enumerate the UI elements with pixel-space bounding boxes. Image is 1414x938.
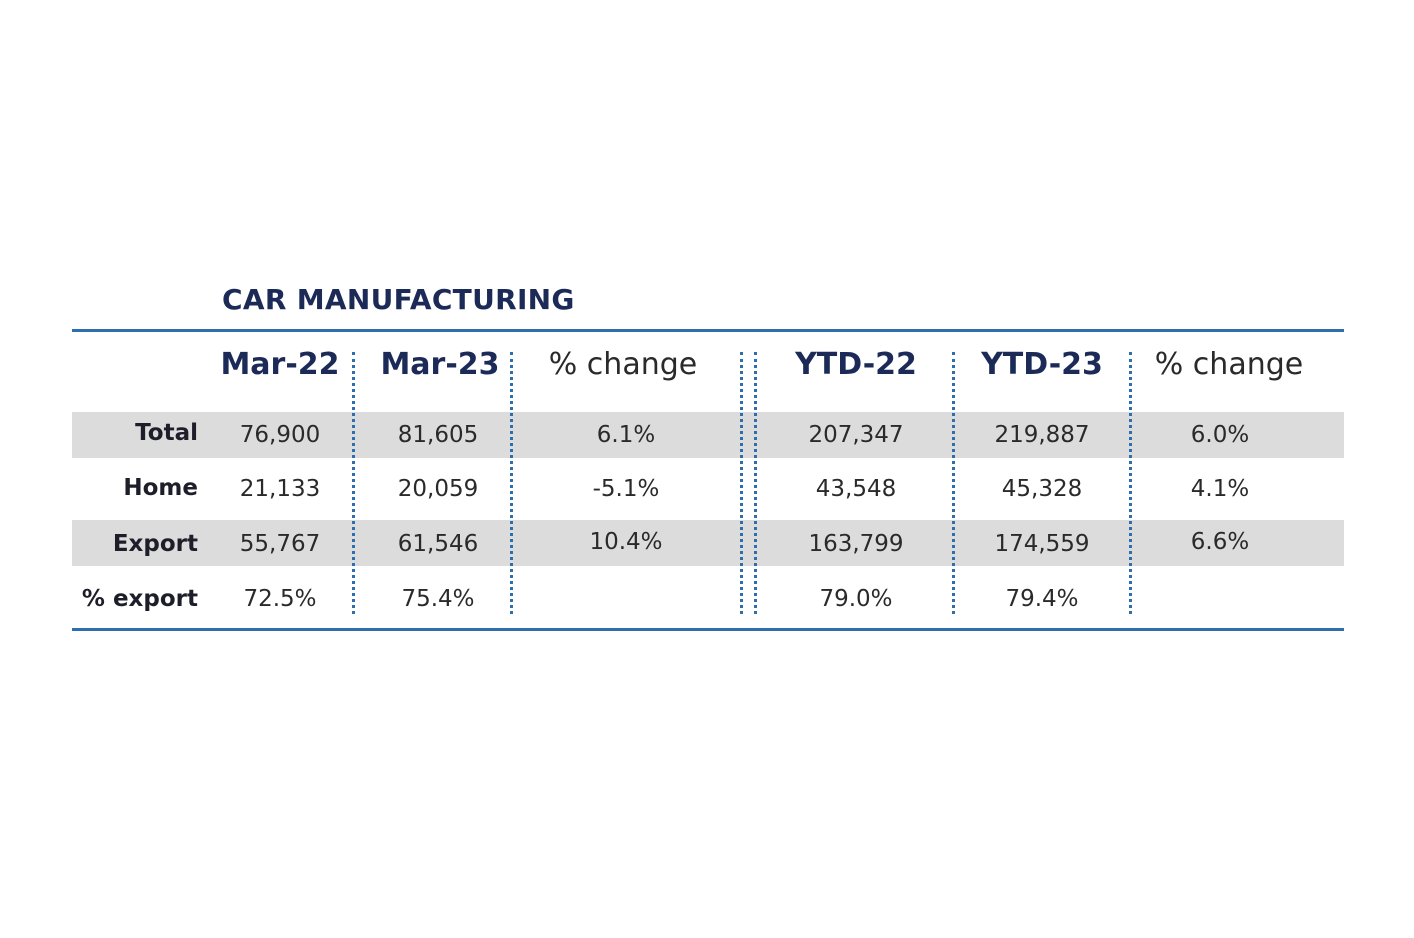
table-cell: 81,605	[397, 422, 479, 448]
bottom-rule	[72, 628, 1344, 631]
row-label-pct-export: % export	[81, 586, 198, 612]
header-mar-22: Mar-22	[220, 347, 340, 382]
header-ytd-22: YTD-22	[795, 347, 917, 382]
table-title: CAR MANUFACTURING	[222, 283, 575, 316]
table-cell: -5.1%	[592, 476, 660, 502]
section-separator-right	[754, 352, 757, 614]
table-cell: 21,133	[239, 476, 321, 502]
header-mar-23: Mar-23	[380, 347, 500, 382]
column-separator	[952, 352, 955, 614]
table-cell: 79.0%	[819, 586, 893, 612]
table-cell: 163,799	[808, 531, 904, 557]
table-cell: 6.0%	[1190, 422, 1250, 448]
header-pct-change-ytd: % change	[1154, 347, 1304, 382]
table-cell: 75.4%	[401, 586, 475, 612]
section-separator-left	[740, 352, 743, 614]
table-cell: 76,900	[239, 422, 321, 448]
table-cell: 6.6%	[1190, 529, 1250, 555]
table-cell: 6.1%	[596, 422, 656, 448]
column-separator	[510, 352, 513, 614]
top-rule	[72, 329, 1344, 332]
table-cell	[566, 576, 686, 622]
table-cell: 219,887	[994, 422, 1090, 448]
row-band-total	[72, 412, 1344, 458]
table-cell: 174,559	[994, 531, 1090, 557]
table-cell	[1160, 576, 1280, 622]
table-cell: 61,546	[397, 531, 479, 557]
column-separator	[1129, 352, 1132, 614]
table-cell: 20,059	[397, 476, 479, 502]
row-label-export: Export	[112, 531, 198, 557]
table-cell: 207,347	[808, 422, 904, 448]
row-band-export	[72, 520, 1344, 566]
header-ytd-23: YTD-23	[981, 347, 1103, 382]
row-label-home: Home	[123, 475, 198, 501]
column-separator	[352, 352, 355, 614]
table-cell: 45,328	[1001, 476, 1083, 502]
table-cell: 10.4%	[589, 529, 663, 555]
header-pct-change-month: % change	[548, 347, 698, 382]
table-cell: 55,767	[239, 531, 321, 557]
table-cell: 79.4%	[1005, 586, 1079, 612]
row-label-total: Total	[135, 420, 198, 446]
table-cell: 4.1%	[1190, 476, 1250, 502]
table-cell: 43,548	[815, 476, 897, 502]
table-cell: 72.5%	[243, 586, 317, 612]
